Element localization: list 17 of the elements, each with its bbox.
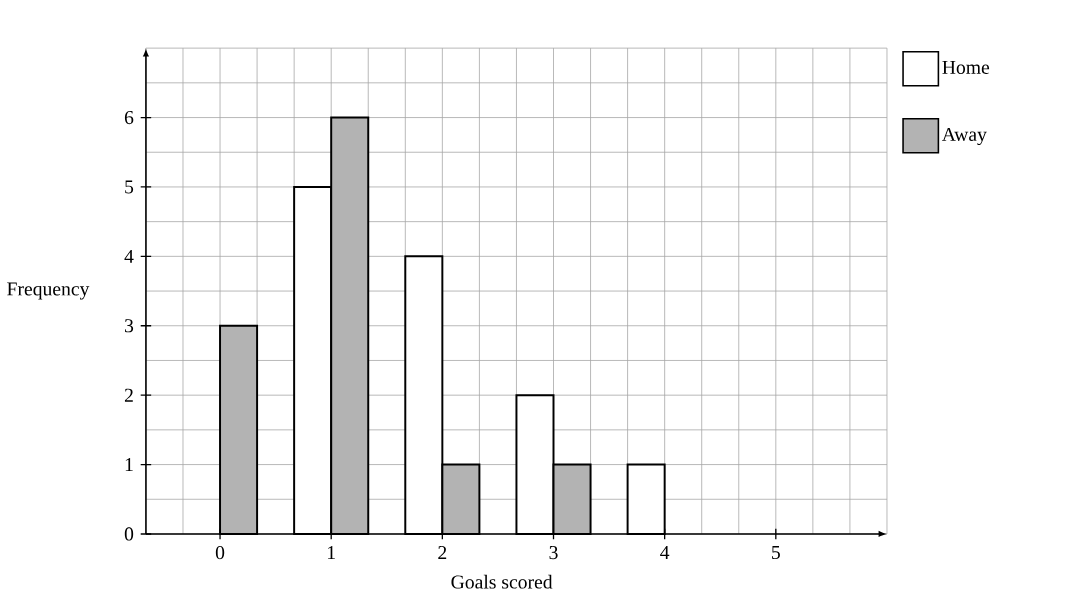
x-axis-title: Goals scored bbox=[451, 575, 553, 589]
x-tick-label: 0 bbox=[215, 546, 225, 560]
y-tick-label: 1 bbox=[125, 458, 133, 472]
y-tick-label: 3 bbox=[125, 319, 134, 333]
x-tick-label: 1 bbox=[328, 546, 335, 560]
y-tick-label: 2 bbox=[124, 388, 133, 402]
x-tick-label: 5 bbox=[772, 546, 780, 560]
y-tick-label: 0 bbox=[124, 527, 134, 541]
legend-label: Home bbox=[942, 61, 990, 75]
x-tick-label: 4 bbox=[660, 546, 670, 560]
y-tick-label: 6 bbox=[124, 111, 134, 125]
y-tick-label: 4 bbox=[124, 250, 134, 264]
legend-label: Away bbox=[941, 128, 987, 146]
y-tick-label: 5 bbox=[125, 180, 134, 194]
x-tick-label: 2 bbox=[438, 546, 447, 560]
x-tick-label: 3 bbox=[549, 546, 558, 560]
y-axis-title: Frequency bbox=[7, 282, 90, 300]
